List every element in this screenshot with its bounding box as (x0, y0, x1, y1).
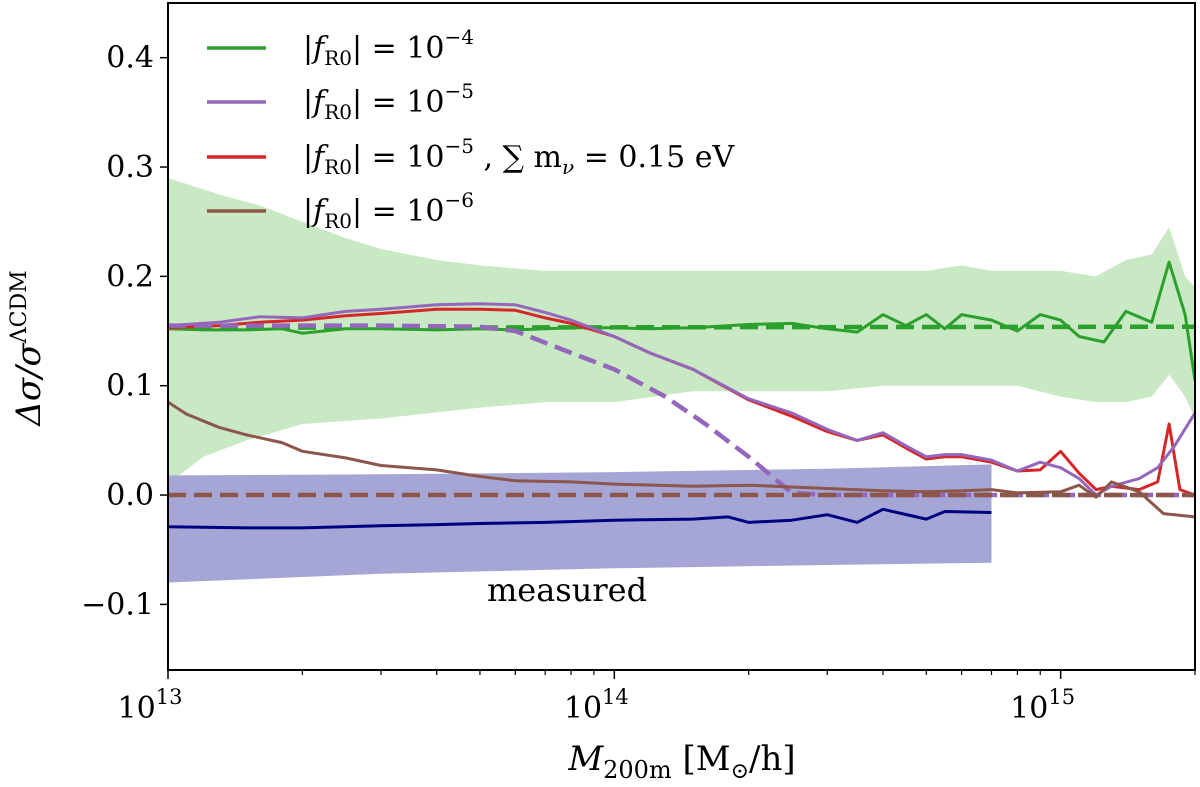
y-tick-label: −0.1 (81, 587, 154, 622)
x-tick-label: 1015 (1010, 685, 1075, 726)
legend: |fR0| = 10−4 |fR0| = 10−5 |fR0| = 10−5 , ∑… (207, 25, 735, 233)
blue-band (168, 464, 992, 583)
y-tick-label: 0.1 (106, 369, 154, 404)
series-line-brown-solid (168, 400, 1195, 519)
x-tick-label: 1013 (118, 685, 183, 726)
series-line-purple-solid (168, 302, 1195, 497)
y-tick-label: 0.0 (106, 478, 154, 513)
y-tick-label: 0.3 (106, 150, 154, 185)
legend-label-3: |fR0| = 10−6 (303, 188, 474, 233)
plot-inner (168, 178, 1195, 583)
annotation-measured: measured (487, 571, 647, 609)
y-tick-label: 0.2 (106, 259, 154, 294)
legend-label-1: |fR0| = 10−5 (303, 79, 474, 124)
legend-label-2: |fR0| = 10−5 , ∑ mν = 0.15 eV (303, 134, 735, 179)
plot-area (168, 178, 1195, 583)
x-axis-label: M200m [M⊙/h] (567, 739, 795, 784)
legend-label-0: |fR0| = 10−4 (303, 25, 474, 70)
axes: −0.1 0.0 0.1 0.2 0.3 0.4 1013 1014 1015 (81, 2, 1196, 726)
x-tick-label: 1014 (564, 685, 629, 726)
y-tick-label: 0.4 (106, 41, 154, 76)
y-axis-label: Δσ/σΛCDM (7, 270, 49, 427)
series-line-navy-solid (168, 507, 992, 530)
green-band (168, 178, 1195, 485)
plot-frame (167, 2, 1196, 671)
